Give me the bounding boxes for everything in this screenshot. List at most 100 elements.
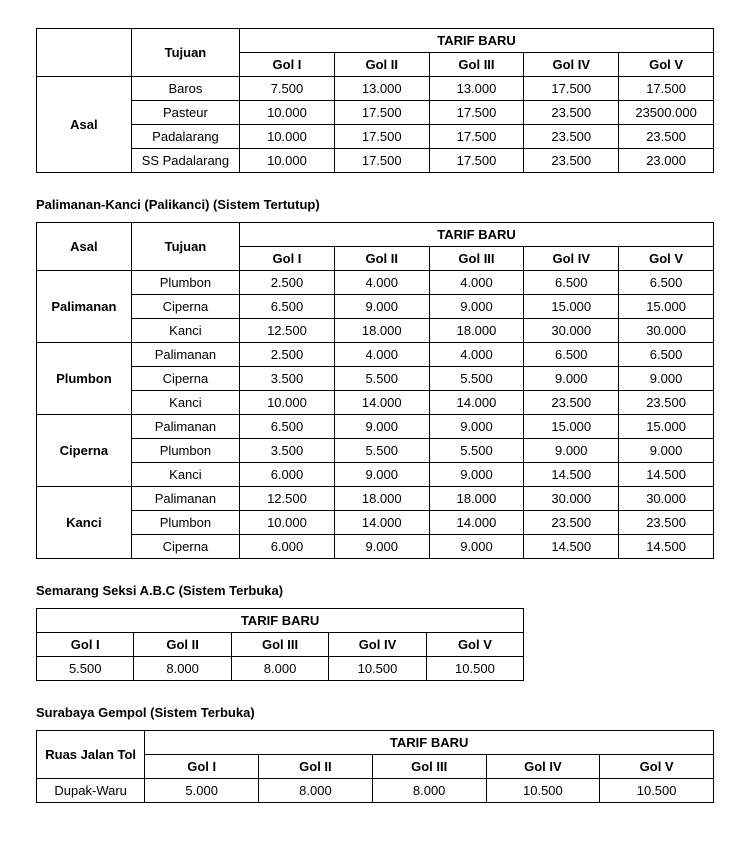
header-gol: Gol II [259, 755, 373, 779]
value-cell: 8.000 [134, 657, 231, 681]
value-cell: 5.000 [145, 779, 259, 803]
header-gol: Gol IV [486, 755, 600, 779]
value-cell: 4.000 [429, 343, 524, 367]
tujuan-cell: Plumbon [131, 511, 239, 535]
value-cell: 23500.000 [619, 101, 714, 125]
header-gol: Gol V [426, 633, 523, 657]
value-cell: 23.500 [524, 125, 619, 149]
section-title-surabaya: Surabaya Gempol (Sistem Terbuka) [36, 705, 714, 720]
tujuan-cell: Kanci [131, 463, 239, 487]
value-cell: 30.000 [619, 487, 714, 511]
header-gol: Gol II [334, 247, 429, 271]
value-cell: 10.000 [240, 125, 335, 149]
value-cell: 17.500 [524, 77, 619, 101]
value-cell: 6.500 [240, 295, 335, 319]
value-cell: 10.500 [329, 657, 426, 681]
section-title-palikanci: Palimanan-Kanci (Palikanci) (Sistem Tert… [36, 197, 714, 212]
ruas-cell: Dupak-Waru [37, 779, 145, 803]
value-cell: 2.500 [240, 271, 335, 295]
header-gol: Gol I [37, 633, 134, 657]
asal-cell: Ciperna [37, 415, 132, 487]
header-gol: Gol IV [524, 247, 619, 271]
value-cell: 18.000 [429, 487, 524, 511]
tujuan-cell: Palimanan [131, 343, 239, 367]
header-gol: Gol II [334, 53, 429, 77]
value-cell: 17.500 [334, 149, 429, 173]
value-cell: 14.500 [524, 535, 619, 559]
header-tarif-baru: TARIF BARU [240, 223, 714, 247]
value-cell: 4.000 [334, 343, 429, 367]
value-cell: 4.000 [429, 271, 524, 295]
tujuan-cell: Kanci [131, 391, 239, 415]
tujuan-cell: Padalarang [131, 125, 239, 149]
value-cell: 6.500 [619, 343, 714, 367]
value-cell: 6.000 [240, 535, 335, 559]
tujuan-cell: Plumbon [131, 271, 239, 295]
tujuan-cell: Ciperna [131, 535, 239, 559]
value-cell: 23.500 [619, 511, 714, 535]
value-cell: 2.500 [240, 343, 335, 367]
value-cell: 5.500 [334, 367, 429, 391]
value-cell: 17.500 [619, 77, 714, 101]
value-cell: 17.500 [334, 125, 429, 149]
value-cell: 7.500 [240, 77, 335, 101]
value-cell: 15.000 [524, 295, 619, 319]
header-gol: Gol III [231, 633, 328, 657]
header-asal [37, 29, 132, 77]
value-cell: 23.000 [619, 149, 714, 173]
value-cell: 10.500 [600, 779, 714, 803]
value-cell: 5.500 [429, 439, 524, 463]
value-cell: 10.000 [240, 101, 335, 125]
value-cell: 30.000 [524, 487, 619, 511]
value-cell: 9.000 [334, 415, 429, 439]
value-cell: 10.000 [240, 391, 335, 415]
value-cell: 6.500 [240, 415, 335, 439]
header-ruas: Ruas Jalan Tol [37, 731, 145, 779]
value-cell: 9.000 [429, 295, 524, 319]
value-cell: 17.500 [334, 101, 429, 125]
header-gol: Gol III [372, 755, 486, 779]
value-cell: 12.500 [240, 487, 335, 511]
value-cell: 9.000 [334, 295, 429, 319]
tujuan-cell: Pasteur [131, 101, 239, 125]
header-tarif-baru: TARIF BARU [37, 609, 524, 633]
tujuan-cell: Baros [131, 77, 239, 101]
value-cell: 12.500 [240, 319, 335, 343]
asal-cell: Plumbon [37, 343, 132, 415]
tarif-table-3: TARIF BARU Gol I Gol II Gol III Gol IV G… [36, 608, 524, 681]
value-cell: 14.000 [334, 511, 429, 535]
section-title-semarang: Semarang Seksi A.B.C (Sistem Terbuka) [36, 583, 714, 598]
value-cell: 14.000 [429, 511, 524, 535]
value-cell: 13.000 [334, 77, 429, 101]
value-cell: 14.000 [334, 391, 429, 415]
asal-cell: Kanci [37, 487, 132, 559]
tarif-table-4: Ruas Jalan Tol TARIF BARU Gol I Gol II G… [36, 730, 714, 803]
header-gol: Gol I [145, 755, 259, 779]
value-cell: 23.500 [524, 149, 619, 173]
tujuan-cell: Kanci [131, 319, 239, 343]
asal-label: Asal [37, 77, 132, 173]
tujuan-cell: Palimanan [131, 487, 239, 511]
value-cell: 10.000 [240, 511, 335, 535]
value-cell: 14.500 [619, 463, 714, 487]
header-tarif-baru: TARIF BARU [240, 29, 714, 53]
value-cell: 9.000 [524, 439, 619, 463]
value-cell: 6.500 [619, 271, 714, 295]
header-gol: Gol II [134, 633, 231, 657]
tujuan-cell: Ciperna [131, 295, 239, 319]
value-cell: 10.500 [426, 657, 523, 681]
value-cell: 30.000 [619, 319, 714, 343]
tarif-table-2: Asal Tujuan TARIF BARU Gol I Gol II Gol … [36, 222, 714, 559]
value-cell: 17.500 [429, 125, 524, 149]
value-cell: 5.500 [334, 439, 429, 463]
value-cell: 5.500 [429, 367, 524, 391]
value-cell: 5.500 [37, 657, 134, 681]
header-tujuan: Tujuan [131, 223, 239, 271]
value-cell: 23.500 [524, 101, 619, 125]
header-gol: Gol III [429, 247, 524, 271]
tujuan-cell: Ciperna [131, 367, 239, 391]
header-gol: Gol I [240, 247, 335, 271]
value-cell: 9.000 [334, 535, 429, 559]
header-tujuan: Tujuan [131, 29, 239, 77]
value-cell: 3.500 [240, 439, 335, 463]
